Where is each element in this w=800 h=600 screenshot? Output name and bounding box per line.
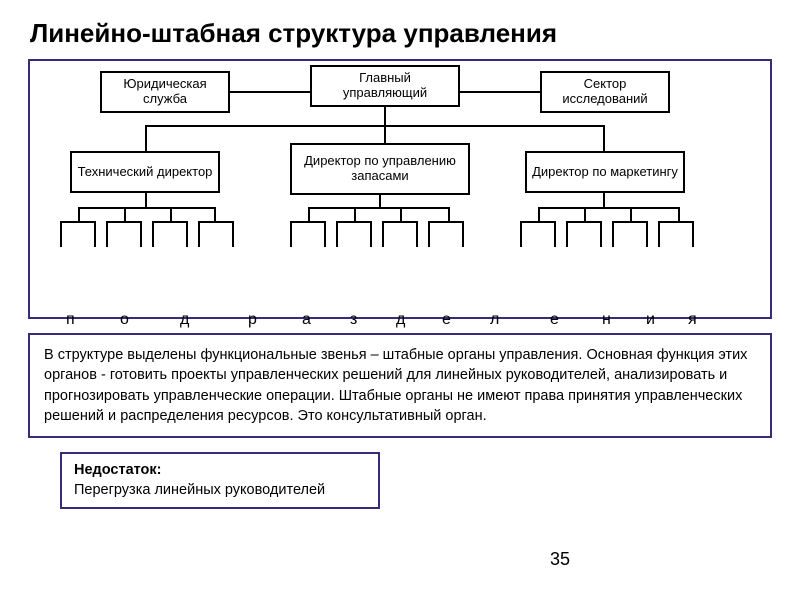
letter: я — [688, 311, 697, 329]
subdivision-bracket — [290, 221, 326, 247]
subdivision-bracket — [60, 221, 96, 247]
letter: е — [550, 311, 559, 329]
connector-line — [584, 207, 586, 221]
connector-line — [78, 207, 80, 221]
page-title: Линейно-штабная структура управления — [0, 0, 800, 59]
connector-line — [384, 125, 386, 143]
letter: е — [442, 311, 451, 329]
letter: д — [396, 311, 405, 329]
letter: з — [350, 311, 357, 329]
connector-line — [354, 207, 356, 221]
shortcoming-text: Перегрузка линейных руководителей — [74, 482, 325, 498]
shortcoming-label: Недостаток: — [74, 462, 162, 478]
node-legal-dept: Юридическая служба — [100, 71, 230, 113]
subdivision-bracket — [106, 221, 142, 247]
letter: р — [248, 311, 257, 329]
page-number: 35 — [550, 549, 570, 570]
description-text: В структуре выделены функциональные звен… — [44, 347, 747, 424]
connector-line — [538, 207, 680, 209]
connector-line — [678, 207, 680, 221]
connector-line — [400, 207, 402, 221]
connector-line — [603, 125, 605, 151]
letter: п — [66, 311, 75, 329]
letter: н — [602, 311, 611, 329]
connector-line — [124, 207, 126, 221]
subdivision-bracket — [336, 221, 372, 247]
node-research-sector: Сектор исследований — [540, 71, 670, 113]
connector-line — [78, 207, 214, 209]
subdivision-bracket — [658, 221, 694, 247]
connector-line — [379, 195, 381, 207]
subdivision-bracket — [520, 221, 556, 247]
node-marketing-director: Директор по маркетингу — [525, 151, 685, 193]
connector-line — [448, 207, 450, 221]
letter: а — [302, 311, 311, 329]
connector-line — [308, 207, 450, 209]
subdivision-bracket — [198, 221, 234, 247]
connector-line — [603, 193, 605, 207]
subdivision-bracket — [612, 221, 648, 247]
connector-line — [170, 207, 172, 221]
letter: д — [180, 311, 189, 329]
connector-line — [630, 207, 632, 221]
node-inventory-director: Директор по управлению запасами — [290, 143, 470, 195]
connector-line — [214, 207, 216, 221]
connector-line — [230, 91, 310, 93]
connector-line — [145, 193, 147, 207]
letter: л — [490, 311, 499, 329]
connector-line — [308, 207, 310, 221]
connector-line — [145, 125, 147, 151]
subdivision-bracket — [428, 221, 464, 247]
subdivision-bracket — [382, 221, 418, 247]
connector-line — [145, 125, 605, 127]
description-frame: В структуре выделены функциональные звен… — [28, 333, 772, 438]
connector-line — [460, 91, 540, 93]
connector-line — [538, 207, 540, 221]
node-tech-director: Технический директор — [70, 151, 220, 193]
org-chart-frame: Юридическая служба Главный управляющий С… — [28, 59, 772, 319]
letter: о — [120, 311, 129, 329]
connector-line — [384, 107, 386, 125]
node-chief-manager: Главный управляющий — [310, 65, 460, 107]
subdivision-bracket — [152, 221, 188, 247]
letter: и — [646, 311, 655, 329]
subdivision-bracket — [566, 221, 602, 247]
shortcoming-frame: Недостаток: Перегрузка линейных руководи… — [60, 452, 380, 509]
